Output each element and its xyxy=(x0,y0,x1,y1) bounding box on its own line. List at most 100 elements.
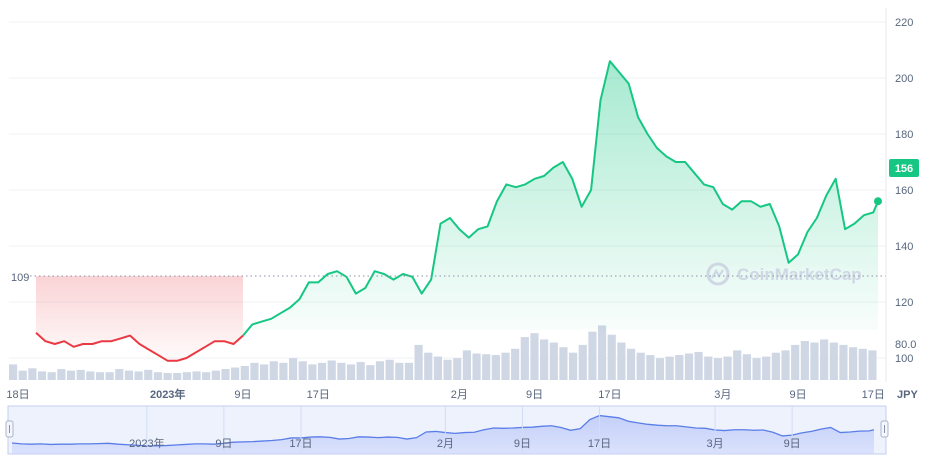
volume-bar xyxy=(124,370,134,380)
volume-bar xyxy=(588,331,597,380)
volume-bar xyxy=(713,358,723,380)
x-tick-label: 2月 xyxy=(451,389,468,401)
volume-bar xyxy=(607,334,616,380)
volume-bar xyxy=(86,371,95,380)
volume-bar xyxy=(617,342,626,380)
volume-bar xyxy=(684,353,694,380)
volume-bar xyxy=(752,358,761,380)
volume-bar xyxy=(105,372,114,380)
volume-bar xyxy=(163,372,172,380)
current-price-tag: 156 xyxy=(889,159,919,177)
volume-bar xyxy=(626,348,636,380)
navigator-tick-label: 9日 xyxy=(784,438,801,450)
volume-bar xyxy=(231,367,240,380)
volume-bar xyxy=(849,347,858,380)
volume-bar xyxy=(202,372,211,380)
volume-bar xyxy=(240,365,249,380)
navigator-tick-label: 17日 xyxy=(588,438,611,450)
current-price-label: 156 xyxy=(895,163,913,175)
volume-bar xyxy=(153,372,162,380)
coinmarketcap-logo-icon xyxy=(706,262,730,286)
volume-bar xyxy=(260,364,269,380)
volume-bar xyxy=(76,369,85,380)
volume-bar xyxy=(414,344,423,380)
volume-bar xyxy=(771,352,780,380)
volume-bar xyxy=(636,352,645,380)
y-tick-label: 120 xyxy=(895,297,913,309)
volume-bar xyxy=(511,348,520,380)
price-line-down xyxy=(35,332,244,362)
volume-bar xyxy=(134,371,143,380)
navigator-right-handle[interactable] xyxy=(880,420,889,438)
volume-bar xyxy=(549,342,558,380)
watermark-text: CoinMarketCap xyxy=(737,265,862,284)
volume-bar xyxy=(9,364,18,380)
volume-bar xyxy=(578,344,587,380)
reference-label: 109 xyxy=(11,272,29,284)
volume-bar xyxy=(569,352,578,380)
volume-bar xyxy=(501,352,510,380)
volume-bar xyxy=(289,358,298,380)
volume-bar xyxy=(540,339,549,380)
volume-bar xyxy=(211,370,220,380)
volume-bar xyxy=(192,371,201,380)
y-axis: 220 200 180 160 140 120 100 xyxy=(895,17,913,365)
x-tick-label: 17日 xyxy=(598,389,621,401)
area-fill-down xyxy=(36,276,243,361)
volume-bar xyxy=(791,344,800,380)
volume-bar xyxy=(221,369,230,380)
y-tick-label: 160 xyxy=(895,185,913,197)
currency-label: JPY xyxy=(897,389,918,401)
volume-bar xyxy=(375,361,385,380)
current-price-dot xyxy=(874,197,882,206)
volume-bar xyxy=(327,360,336,380)
volume-bar xyxy=(279,362,288,380)
volume-bar xyxy=(317,362,327,380)
volume-bar xyxy=(57,369,66,380)
volume-bar xyxy=(520,337,529,380)
range-navigator[interactable]: 2023年 9日 17日 2月 9日 17日 3月 9日 xyxy=(5,405,889,455)
volume-bar xyxy=(366,365,375,380)
x-tick-label: 17日 xyxy=(862,389,885,401)
volume-bar xyxy=(385,359,394,380)
volume-bar xyxy=(559,347,568,380)
volume-bar xyxy=(839,344,848,380)
volume-bar xyxy=(356,362,365,380)
x-tick-label: 3月 xyxy=(714,389,731,401)
volume-bar xyxy=(665,356,674,380)
volume-bar xyxy=(250,362,259,380)
volume-bar xyxy=(742,354,751,380)
navigator-tick-label: 3月 xyxy=(707,438,724,450)
volume-bar xyxy=(530,333,539,380)
x-tick-label: 2023年 xyxy=(150,387,185,401)
volume-bar xyxy=(173,372,182,380)
volume-bar xyxy=(269,361,278,380)
volume-bar xyxy=(655,358,665,380)
navigator-tick-label: 2023年 xyxy=(129,436,164,450)
volume-bar xyxy=(404,362,414,380)
navigator-tick-label: 17日 xyxy=(289,438,312,450)
volume-bar xyxy=(810,342,819,380)
volume-bar xyxy=(18,370,27,380)
volume-bar xyxy=(694,351,703,380)
navigator-tick-label: 9日 xyxy=(514,438,531,450)
y-tick-label: 220 xyxy=(895,17,913,29)
navigator-area xyxy=(12,415,874,454)
volume-bar xyxy=(95,372,105,380)
y-tick-label: 180 xyxy=(895,129,913,141)
volume-bar xyxy=(66,370,76,380)
volume-bar xyxy=(443,359,452,380)
volume-bar xyxy=(433,356,442,380)
watermark: CoinMarketCap xyxy=(706,262,862,286)
y-tick-label: 200 xyxy=(895,73,913,85)
x-axis: 18日 2023年 9日 17日 2月 9日 17日 3月 9日 17日 xyxy=(6,387,885,401)
navigator-left-handle[interactable] xyxy=(5,420,14,438)
volume-bar xyxy=(868,350,877,380)
x-tick-label: 9日 xyxy=(234,389,251,401)
volume-bar xyxy=(144,369,153,380)
volume-bar xyxy=(704,356,713,380)
volume-bar xyxy=(491,355,500,380)
price-line xyxy=(35,60,882,362)
price-area xyxy=(36,61,879,361)
